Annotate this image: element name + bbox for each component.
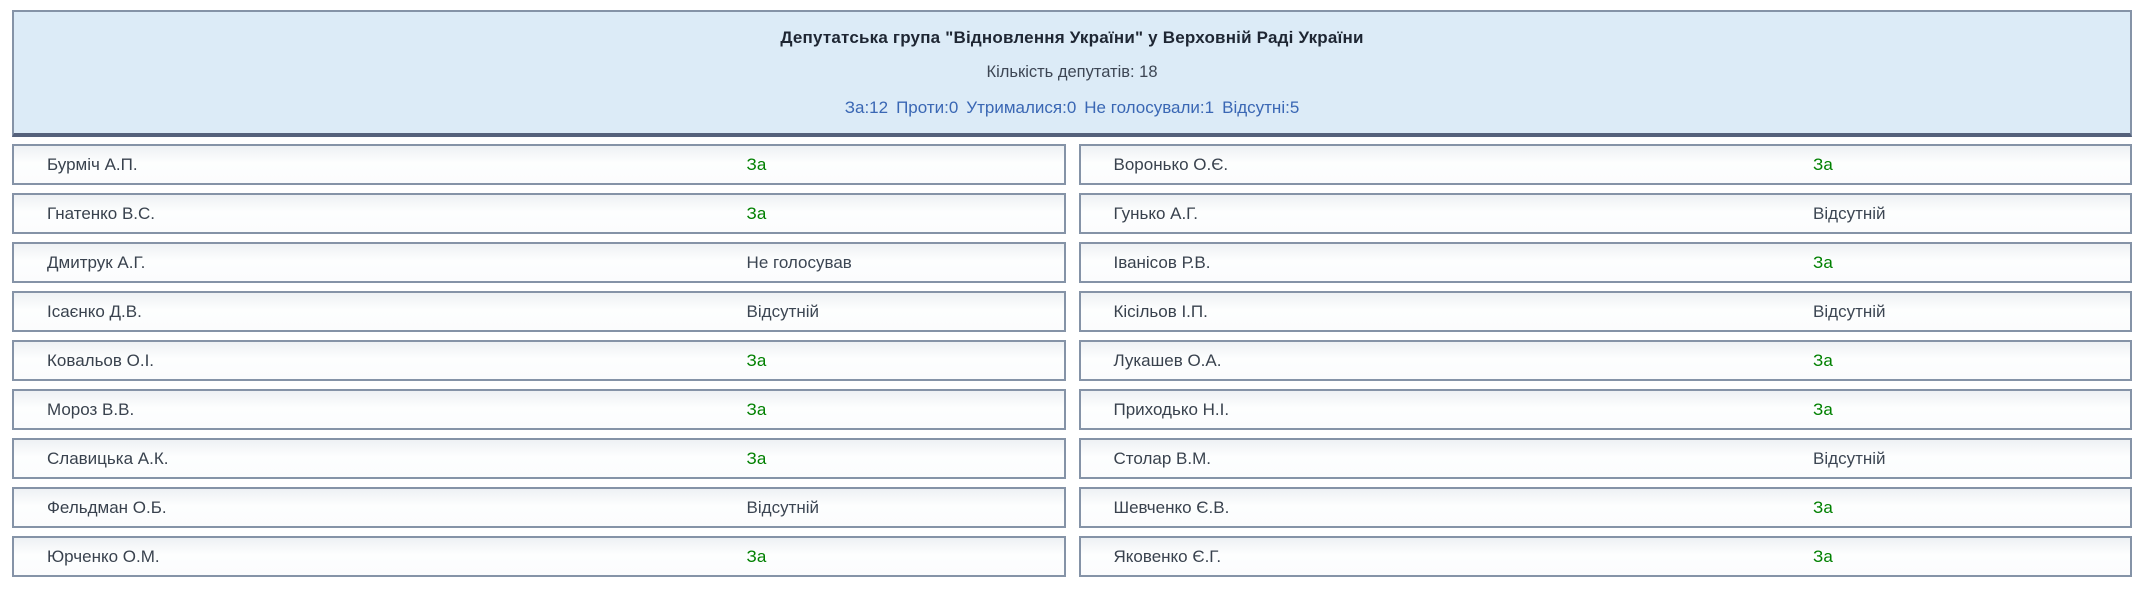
deputy-row: Мороз В.В. За: [12, 389, 1066, 430]
deputy-name: Кісільов І.П.: [1113, 301, 1208, 321]
deputy-row: Іванісов Р.В. За: [1078, 242, 2132, 283]
deputies-count: Кількість депутатів: 18: [986, 63, 1158, 81]
deputy-row: Ковальов О.І. За: [12, 340, 1066, 381]
deputy-name: Дмитрук А.Г.: [47, 252, 146, 272]
deputy-vote: Не голосував: [746, 252, 852, 272]
deputy-vote: За: [1813, 399, 1833, 419]
deputy-vote: За: [1813, 497, 1833, 517]
deputy-row: Шевченко Є.В. За: [1078, 487, 2132, 528]
deputy-row: Дмитрук А.Г. Не голосував: [12, 242, 1066, 283]
deputy-name: Славицька А.К.: [47, 448, 169, 468]
deputy-name: Гнатенко В.С.: [47, 203, 156, 223]
deputy-vote: Відсутній: [746, 497, 820, 517]
deputy-name: Ковальов О.І.: [47, 350, 155, 370]
deputy-vote: За: [746, 448, 767, 468]
deputy-row: Юрченко О.М. За: [12, 536, 1066, 577]
deputy-vote: За: [1813, 252, 1833, 272]
deputy-row: Яковенко Є.Г. За: [1078, 536, 2132, 577]
deputy-name: Лукашев О.А.: [1113, 350, 1222, 370]
deputy-row: Славицька А.К. За: [12, 438, 1066, 479]
deputy-row: Гнатенко В.С. За: [12, 193, 1066, 234]
deputy-name: Гунько А.Г.: [1113, 203, 1199, 223]
deputy-row: Фельдман О.Б. Відсутній: [12, 487, 1066, 528]
deputy-row: Кісільов І.П. Відсутній: [1078, 291, 2132, 332]
summary-part: Проти:0: [896, 97, 959, 117]
deputy-vote: Відсутній: [1813, 301, 1886, 321]
deputy-name: Фельдман О.Б.: [47, 497, 167, 517]
deputy-vote: За: [746, 350, 767, 370]
deputy-name: Яковенко Є.Г.: [1113, 546, 1222, 566]
deputy-vote: За: [746, 154, 767, 174]
summary-part: Відсутні:5: [1222, 97, 1300, 117]
vote-summary: За:12 Проти:0 Утрималися:0 Не голосували:1 В…: [841, 98, 1304, 118]
deputy-vote: За: [746, 399, 767, 419]
deputy-name: Шевченко Є.В.: [1113, 497, 1230, 517]
deputy-name: Іванісов Р.В.: [1113, 252, 1211, 272]
deputy-vote: За: [746, 203, 767, 223]
deputy-vote: За: [1813, 350, 1833, 370]
deputy-row: Ісаєнко Д.В. Відсутній: [12, 291, 1066, 332]
deputy-row: Лукашев О.А. За: [1078, 340, 2132, 381]
group-title: Депутатська група "Відновлення України" …: [780, 27, 1364, 47]
deputy-row: Приходько Н.І. За: [1078, 389, 2132, 430]
deputy-vote: Відсутній: [1813, 203, 1886, 223]
deputy-name: Юрченко О.М.: [47, 546, 160, 566]
deputy-vote: Відсутній: [1813, 448, 1886, 468]
deputy-vote: За: [746, 546, 767, 566]
deputy-name: Бурміч А.П.: [47, 154, 138, 174]
deputy-row: Гунько А.Г. Відсутній: [1078, 193, 2132, 234]
summary-part: Утрималися:0: [966, 97, 1077, 117]
group-header: Депутатська група "Відновлення України" …: [12, 10, 2132, 137]
deputy-name: Мороз В.В.: [47, 399, 135, 419]
deputy-name: Приходько Н.І.: [1113, 399, 1230, 419]
deputy-vote: За: [1813, 546, 1833, 566]
deputy-row: Воронько О.Є. За: [1078, 144, 2132, 185]
summary-part: За:12: [844, 97, 889, 117]
deputy-row: Бурміч А.П. За: [12, 144, 1066, 185]
deputy-vote: За: [1813, 154, 1833, 174]
deputy-name: Воронько О.Є.: [1113, 154, 1229, 174]
deputy-vote: Відсутній: [746, 301, 820, 321]
deputy-row: Столар В.М. Відсутній: [1078, 438, 2132, 479]
deputy-name: Столар В.М.: [1113, 448, 1211, 468]
deputies-table: Бурміч А.П. За Воронько О.Є. За Гнатенко В.С…: [12, 144, 2132, 577]
summary-part: Не голосували:1: [1084, 97, 1215, 117]
deputy-name: Ісаєнко Д.В.: [47, 301, 142, 321]
